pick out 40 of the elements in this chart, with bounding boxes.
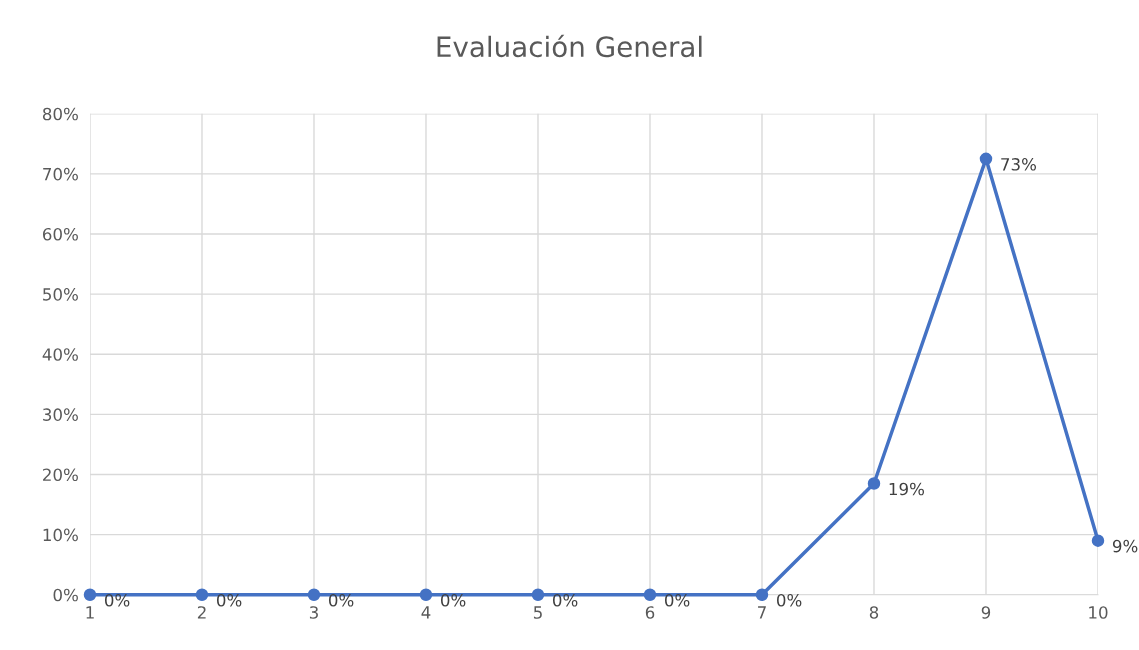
data-label: 73% — [1001, 158, 1037, 171]
chart-title: Evaluación General — [437, 34, 702, 58]
x-tick-label: 3 — [309, 606, 318, 619]
y-tick-label: 70% — [43, 167, 78, 181]
y-tick-label: 40% — [42, 348, 78, 361]
x-tick-label: 6 — [645, 606, 655, 619]
point — [755, 588, 769, 602]
point — [83, 588, 97, 602]
x-tick-label: 8 — [869, 606, 879, 619]
y-tick-label: 60% — [42, 227, 78, 241]
x-tick-label: 5 — [533, 606, 542, 619]
point — [419, 588, 433, 602]
y-tick-label: 30% — [43, 408, 78, 421]
point — [979, 152, 993, 166]
data-label: 9% — [1112, 539, 1138, 553]
point — [643, 588, 657, 602]
y-tick-label: 80% — [42, 107, 78, 121]
x-tick-label: 7 — [758, 606, 766, 619]
point — [867, 477, 881, 490]
x-tick-label: 9 — [981, 606, 991, 619]
data-label: 0% — [440, 593, 466, 607]
data-label: 0% — [664, 593, 690, 607]
data-label: 0% — [552, 593, 578, 607]
y-tick-label: 50% — [43, 288, 78, 301]
y-tick-label: 10% — [43, 528, 78, 542]
data-label: 19% — [889, 482, 925, 496]
data-label: 0% — [216, 593, 242, 607]
point — [195, 588, 209, 602]
point — [1091, 534, 1105, 547]
y-tick-label: 0% — [53, 588, 78, 602]
y-tick-label: 20% — [43, 468, 78, 482]
x-tick-label: 4 — [421, 606, 431, 619]
data-label: 0% — [328, 593, 354, 607]
point — [531, 588, 545, 602]
data-label: 0% — [776, 593, 802, 607]
point — [307, 588, 321, 602]
x-tick-label: 10 — [1089, 606, 1108, 619]
data-label: 0% — [104, 593, 130, 607]
x-tick-label: 2 — [197, 606, 206, 619]
x-tick-label: 1 — [86, 606, 94, 619]
